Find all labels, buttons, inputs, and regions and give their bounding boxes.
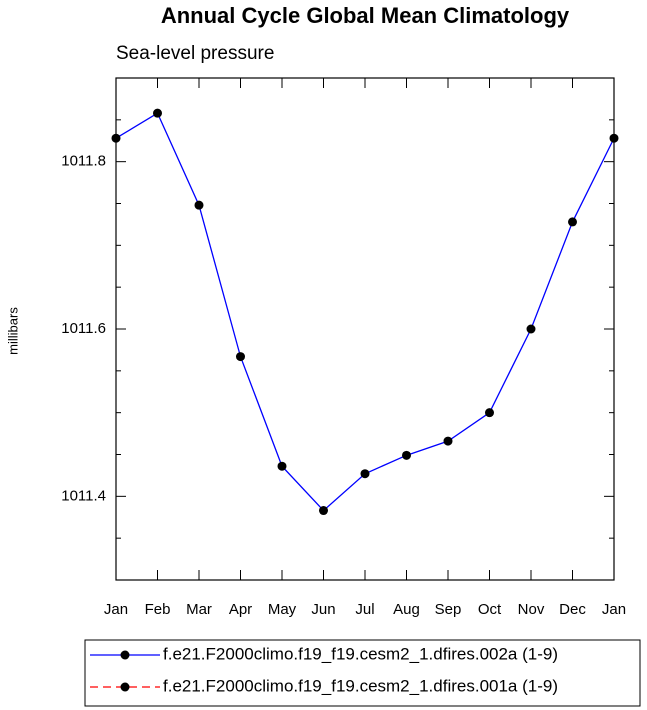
data-point (319, 506, 328, 516)
y-tick-label: 1011.6 (61, 320, 106, 337)
data-point (194, 200, 204, 210)
x-tick-label: May (268, 601, 297, 618)
data-point (526, 324, 536, 334)
data-point (236, 352, 245, 362)
data-point (402, 450, 411, 460)
data-point (111, 133, 121, 143)
x-tick-label: Feb (145, 601, 171, 618)
legend-label: f.e21.F2000climo.f19_f19.cesm2_1.dfires.… (163, 676, 558, 695)
chart-title: Annual Cycle Global Mean Climatology (161, 3, 570, 28)
data-point (609, 133, 619, 143)
legend-box (84, 639, 641, 707)
chart-subtitle: Sea-level pressure (116, 43, 274, 64)
x-tick-label: Jan (602, 601, 626, 618)
x-tick-label: Dec (559, 601, 586, 618)
series-line (115, 112, 615, 512)
legend-marker (120, 682, 130, 692)
x-tick-label: Sep (435, 601, 462, 618)
y-tick-label: 1011.8 (61, 153, 106, 170)
y-tick-label: 1011.4 (61, 487, 106, 504)
x-tick-label: Aug (393, 601, 420, 618)
legend-marker (120, 650, 130, 660)
plot-frame (115, 77, 615, 581)
x-tick-label: Mar (186, 601, 212, 618)
x-tick-label: Jan (104, 601, 128, 618)
y-axis-label: millibars (5, 307, 20, 355)
data-point (153, 108, 162, 118)
data-point (360, 469, 370, 479)
x-tick-label: Apr (229, 601, 252, 618)
legend-label: f.e21.F2000climo.f19_f19.cesm2_1.dfires.… (163, 644, 558, 663)
data-point (485, 408, 494, 418)
data-point (568, 217, 577, 227)
x-tick-label: Jul (355, 601, 374, 618)
data-point (277, 461, 287, 471)
x-tick-label: Oct (478, 601, 502, 618)
x-tick-label: Jun (311, 601, 335, 618)
data-point (443, 436, 453, 446)
x-tick-label: Nov (518, 601, 545, 618)
